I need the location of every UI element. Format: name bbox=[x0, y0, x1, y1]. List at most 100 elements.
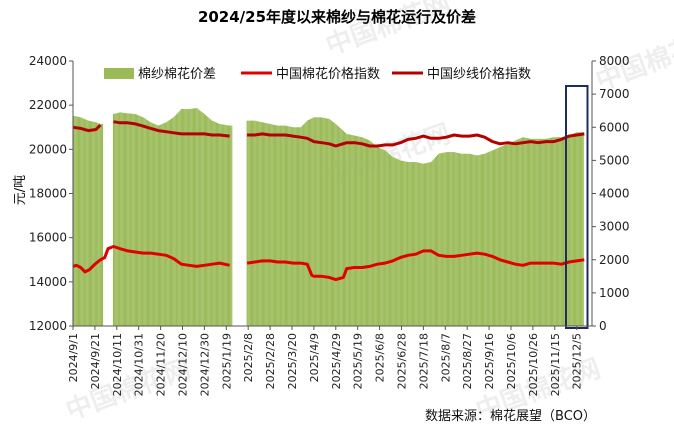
axes-layer: 12000 14000 16000 18000 20000 22000 24000 0 1000… bbox=[29, 54, 630, 396]
spread-bar bbox=[250, 120, 253, 327]
spread-bar bbox=[326, 118, 328, 326]
spread-bar bbox=[415, 162, 417, 326]
spread-bar bbox=[342, 130, 344, 326]
spread-bar bbox=[485, 153, 487, 326]
spread-bar bbox=[185, 109, 187, 326]
spread-bar bbox=[84, 119, 86, 327]
spread-bar bbox=[530, 138, 532, 326]
spread-bar bbox=[418, 162, 420, 326]
spread-bar bbox=[122, 112, 124, 327]
y2-tick-label: 5000 bbox=[599, 153, 630, 167]
spread-bar bbox=[472, 154, 474, 326]
spread-bar bbox=[100, 123, 103, 326]
spread-bar bbox=[359, 136, 361, 326]
spread-bar bbox=[119, 112, 121, 326]
spread-bar bbox=[179, 110, 181, 327]
spread-bar bbox=[529, 138, 531, 326]
spread-bar bbox=[295, 127, 297, 326]
spread-bar bbox=[162, 123, 164, 326]
watermark: 中国棉花网 bbox=[62, 354, 194, 427]
legend-label-yarn: 中国纱线价格指数 bbox=[427, 66, 531, 82]
spread-bar bbox=[225, 125, 227, 326]
spread-bar bbox=[224, 124, 226, 326]
spread-bar bbox=[389, 155, 392, 326]
spread-bar bbox=[469, 153, 472, 326]
spread-bar bbox=[164, 122, 166, 326]
spread-bar bbox=[558, 137, 560, 326]
spread-bar bbox=[327, 118, 329, 326]
spread-bar bbox=[140, 116, 142, 327]
spread-bar bbox=[468, 153, 470, 326]
spread-bar bbox=[94, 122, 96, 326]
spread-bar bbox=[407, 162, 409, 326]
spread-bar bbox=[207, 116, 209, 326]
spread-bar bbox=[258, 121, 260, 326]
spread-bar bbox=[168, 120, 170, 327]
spread-bar bbox=[123, 112, 126, 326]
spread-bar bbox=[288, 126, 290, 326]
spread-bar bbox=[373, 144, 375, 326]
spread-bar bbox=[509, 142, 511, 326]
x-tick-label: 2025/9/16 bbox=[483, 333, 496, 389]
spread-bar bbox=[85, 119, 87, 327]
spread-bar bbox=[229, 125, 231, 326]
x-tick-label: 2025/8/27 bbox=[461, 333, 474, 389]
spread-bar bbox=[350, 134, 352, 326]
spread-bar bbox=[554, 137, 556, 326]
spread-bar bbox=[421, 163, 423, 326]
x-tick-label: 2025/4/29 bbox=[330, 333, 343, 389]
spread-bar bbox=[114, 113, 116, 326]
spread-bar bbox=[249, 120, 251, 327]
spread-bar bbox=[446, 152, 449, 326]
spread-bar bbox=[431, 160, 433, 326]
spread-bar bbox=[206, 115, 208, 326]
x-tick-label: 2025/2/8 bbox=[242, 333, 255, 382]
spread-bar bbox=[433, 158, 435, 326]
spread-bar bbox=[508, 143, 510, 326]
spread-bar bbox=[154, 124, 156, 326]
spread-bar bbox=[312, 117, 314, 326]
spread-bar bbox=[361, 137, 363, 326]
spread-bar bbox=[341, 129, 343, 326]
spread-bar bbox=[313, 117, 315, 326]
spread-bar bbox=[559, 137, 561, 326]
spread-bar bbox=[534, 138, 536, 326]
spread-bar bbox=[181, 109, 184, 326]
cotton-index-line bbox=[246, 249, 585, 282]
spread-bar bbox=[511, 141, 513, 326]
spread-bar bbox=[471, 154, 473, 326]
y-tick-label: 14000 bbox=[29, 275, 67, 289]
spread-bar bbox=[138, 115, 140, 326]
spread-bar bbox=[383, 149, 385, 326]
spread-bar bbox=[247, 120, 249, 327]
yarn-index-line bbox=[113, 120, 230, 138]
spread-bar bbox=[121, 112, 123, 326]
spread-bar bbox=[347, 134, 349, 326]
spread-bar bbox=[539, 138, 542, 326]
spread-bar bbox=[537, 138, 539, 326]
spread-bar bbox=[449, 152, 451, 326]
spread-bar bbox=[302, 125, 304, 326]
spread-bar bbox=[423, 163, 426, 326]
spread-bar bbox=[452, 152, 454, 326]
spread-bar bbox=[76, 116, 78, 326]
spread-bar bbox=[268, 123, 270, 326]
spread-bar bbox=[538, 138, 540, 326]
x-tick-label: 2025/10/26 bbox=[527, 333, 540, 396]
spread-bar bbox=[382, 149, 384, 326]
spread-bar bbox=[285, 125, 288, 326]
spread-bar bbox=[578, 132, 580, 326]
spread-bar bbox=[497, 148, 499, 326]
spread-bar bbox=[365, 139, 367, 326]
x-tick-label: 2025/4/9 bbox=[308, 333, 321, 382]
spread-bar bbox=[303, 123, 305, 326]
spread-bar bbox=[381, 149, 383, 326]
spread-bar bbox=[564, 136, 566, 326]
spread-bar bbox=[271, 124, 273, 326]
spread-bar bbox=[500, 146, 502, 326]
spread-bar bbox=[419, 162, 421, 326]
spread-bar bbox=[197, 108, 199, 326]
spread-bar bbox=[409, 162, 411, 326]
x-tick-label: 2025/6/8 bbox=[374, 333, 387, 382]
spread-bar bbox=[298, 127, 300, 326]
